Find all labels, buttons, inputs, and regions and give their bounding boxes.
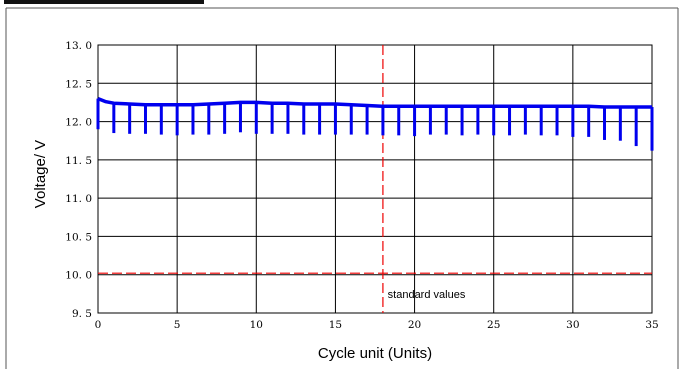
x-tick-label: 20 bbox=[408, 319, 421, 331]
x-tick-label: 30 bbox=[566, 319, 579, 331]
x-tick-label: 0 bbox=[95, 319, 102, 331]
y-tick-label: 11. 5 bbox=[65, 155, 92, 167]
x-axis-ticks: 0 5 10 15 20 25 30 35 bbox=[95, 319, 659, 331]
plot-area-border bbox=[97, 44, 653, 314]
x-tick-label: 5 bbox=[174, 319, 181, 331]
series-layer bbox=[96, 96, 654, 151]
x-tick-label: 25 bbox=[487, 319, 500, 331]
x-tick-label: 15 bbox=[329, 319, 342, 331]
y-tick-label: 10. 0 bbox=[65, 270, 92, 282]
x-tick-label: 35 bbox=[645, 319, 658, 331]
chart-frame-decoration bbox=[4, 0, 679, 369]
y-tick-label: 9. 5 bbox=[72, 308, 92, 320]
y-tick-label: 12. 5 bbox=[65, 78, 92, 90]
x-tick-label: 10 bbox=[250, 319, 263, 331]
x-axis-title: Cycle unit (Units) bbox=[318, 345, 432, 362]
y-axis-title: Voltage/ V bbox=[32, 140, 49, 208]
y-tick-label: 12. 0 bbox=[65, 117, 92, 129]
y-axis-ticks: 9. 5 10. 0 10. 5 11. 0 11. 5 12. 0 12. 5 13. 0 bbox=[65, 40, 92, 320]
series-line bbox=[97, 96, 652, 109]
standard-values-annotation: standard values bbox=[388, 289, 466, 301]
y-tick-label: 11. 0 bbox=[65, 193, 92, 205]
y-tick-label: 13. 0 bbox=[65, 40, 92, 52]
y-tick-label: 10. 5 bbox=[65, 231, 92, 243]
reference-lines bbox=[98, 45, 652, 313]
